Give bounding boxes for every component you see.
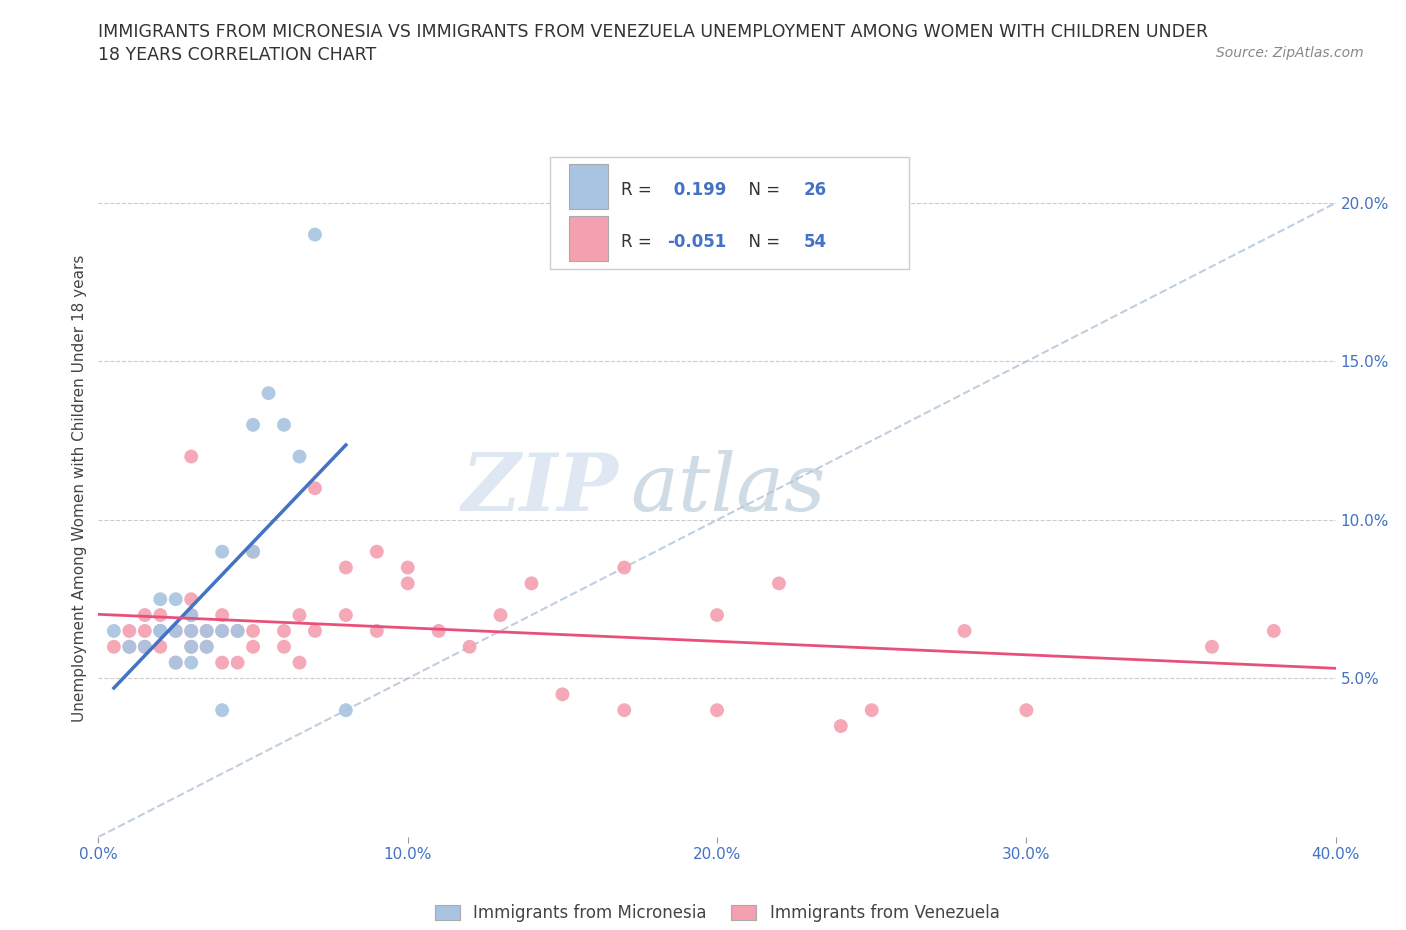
Text: atlas: atlas [630, 449, 825, 527]
FancyBboxPatch shape [550, 157, 908, 269]
Point [165, 591, 187, 606]
Point [304, 623, 326, 638]
Text: 0.199: 0.199 [668, 180, 725, 199]
Point [149, 607, 172, 622]
Point [242, 623, 264, 638]
Point [273, 623, 295, 638]
Point [118, 639, 141, 654]
Text: IMMIGRANTS FROM MICRONESIA VS IMMIGRANTS FROM VENEZUELA UNEMPLOYMENT AMONG WOMEN: IMMIGRANTS FROM MICRONESIA VS IMMIGRANTS… [98, 23, 1209, 41]
Point [242, 639, 264, 654]
Legend: Immigrants from Micronesia, Immigrants from Venezuela: Immigrants from Micronesia, Immigrants f… [427, 897, 1007, 929]
Point [551, 687, 574, 702]
Point [520, 576, 543, 591]
Point [211, 655, 233, 670]
Point [242, 544, 264, 559]
Point [273, 639, 295, 654]
Point [165, 655, 187, 670]
Point [226, 623, 249, 638]
Point [288, 607, 311, 622]
Point [149, 591, 172, 606]
Point [180, 655, 202, 670]
Point [226, 623, 249, 638]
Point [288, 449, 311, 464]
Point [768, 576, 790, 591]
Point [335, 703, 357, 718]
Y-axis label: Unemployment Among Women with Children Under 18 years: Unemployment Among Women with Children U… [72, 255, 87, 722]
Point [1201, 639, 1223, 654]
Point [613, 703, 636, 718]
Point [706, 703, 728, 718]
Text: -0.051: -0.051 [668, 233, 727, 251]
Point [288, 655, 311, 670]
Point [134, 623, 156, 638]
Point [706, 607, 728, 622]
Point [257, 386, 280, 401]
Point [830, 719, 852, 734]
Point [304, 481, 326, 496]
Point [149, 623, 172, 638]
Point [613, 560, 636, 575]
Point [118, 623, 141, 638]
Point [366, 544, 388, 559]
Point [242, 418, 264, 432]
Point [195, 623, 218, 638]
Point [396, 560, 419, 575]
Point [180, 623, 202, 638]
Point [180, 591, 202, 606]
Text: 18 YEARS CORRELATION CHART: 18 YEARS CORRELATION CHART [98, 46, 377, 64]
Point [165, 623, 187, 638]
Point [180, 607, 202, 622]
Point [134, 639, 156, 654]
Point [226, 655, 249, 670]
Point [134, 607, 156, 622]
Point [242, 544, 264, 559]
Point [149, 623, 172, 638]
Point [180, 449, 202, 464]
Point [211, 623, 233, 638]
Point [180, 639, 202, 654]
Point [180, 623, 202, 638]
Text: R =: R = [620, 180, 657, 199]
Point [195, 639, 218, 654]
Point [195, 623, 218, 638]
Point [335, 560, 357, 575]
Point [180, 639, 202, 654]
Point [458, 639, 481, 654]
Point [165, 623, 187, 638]
Point [273, 418, 295, 432]
Point [165, 655, 187, 670]
Point [335, 607, 357, 622]
Point [489, 607, 512, 622]
FancyBboxPatch shape [568, 164, 609, 208]
Point [134, 639, 156, 654]
Point [211, 544, 233, 559]
Text: Source: ZipAtlas.com: Source: ZipAtlas.com [1216, 46, 1364, 60]
Point [103, 639, 125, 654]
Point [149, 639, 172, 654]
Point [1263, 623, 1285, 638]
Point [396, 576, 419, 591]
Text: 54: 54 [804, 233, 827, 251]
FancyBboxPatch shape [568, 217, 609, 261]
Point [860, 703, 883, 718]
Point [1015, 703, 1038, 718]
Text: R =: R = [620, 233, 657, 251]
Point [211, 623, 233, 638]
Text: ZIP: ZIP [461, 449, 619, 527]
Point [103, 623, 125, 638]
Point [211, 703, 233, 718]
Point [180, 607, 202, 622]
Text: N =: N = [738, 233, 786, 251]
Point [953, 623, 976, 638]
Point [149, 623, 172, 638]
Point [211, 607, 233, 622]
Point [427, 623, 450, 638]
Point [118, 639, 141, 654]
Text: 26: 26 [804, 180, 827, 199]
Point [195, 639, 218, 654]
Text: N =: N = [738, 180, 786, 199]
Point [304, 227, 326, 242]
Point [366, 623, 388, 638]
